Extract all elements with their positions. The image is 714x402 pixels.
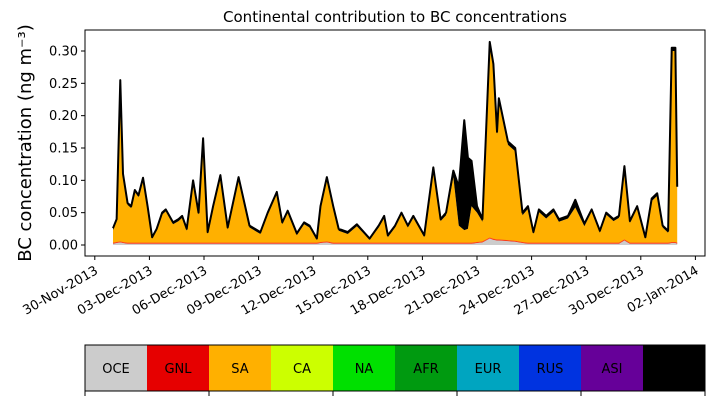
legend-swatch-afr <box>395 345 457 391</box>
legend-swatch-asi <box>581 345 643 391</box>
legend-label-asi: ASI <box>602 362 623 377</box>
legend-swatch-aus <box>643 345 705 391</box>
legend-swatch-eur <box>457 345 519 391</box>
plot-frame <box>84 29 706 257</box>
legend-swatch-sa <box>209 345 271 391</box>
y-tick-label: 0.05 <box>49 206 78 221</box>
legend-label-sa: SA <box>231 362 248 377</box>
legend-label-gnl: GNL <box>164 362 192 377</box>
legend-swatch-ca <box>271 345 333 391</box>
sa-area <box>113 45 678 244</box>
region-colorbar: OCE GNL SA CA NA AFR EUR RUS ASI AUS <box>84 344 706 396</box>
y-tick-label: 0.00 <box>49 239 78 254</box>
y-tick-label: 0.25 <box>49 77 78 92</box>
colorbar-frame <box>84 344 706 392</box>
y-tick-label: 0.20 <box>49 109 78 124</box>
legend-label-aus: AUS <box>661 362 688 377</box>
y-tick-label: 0.15 <box>49 141 78 156</box>
chart-title: Continental contribution to BC concentra… <box>223 8 567 26</box>
legend-label-eur: EUR <box>475 362 502 377</box>
y-tick-label: 0.10 <box>49 174 78 189</box>
legend-label-afr: AFR <box>413 362 438 377</box>
y-tick-label: 0.30 <box>49 44 78 59</box>
total-line <box>112 40 679 240</box>
legend-label-oce: OCE <box>102 362 130 377</box>
legend-swatch-oce <box>85 345 147 391</box>
legend-label-rus: RUS <box>537 362 564 377</box>
legend-swatch-rus <box>519 345 581 391</box>
y-axis-label: BC concentration (ng m⁻³) <box>15 24 36 262</box>
gnl-line <box>112 237 678 244</box>
legend-label-ca: CA <box>293 362 311 377</box>
legend-swatch-na <box>333 345 395 391</box>
legend-swatch-gnl <box>147 345 209 391</box>
area-layers <box>112 40 679 245</box>
legend-label-na: NA <box>355 362 374 377</box>
